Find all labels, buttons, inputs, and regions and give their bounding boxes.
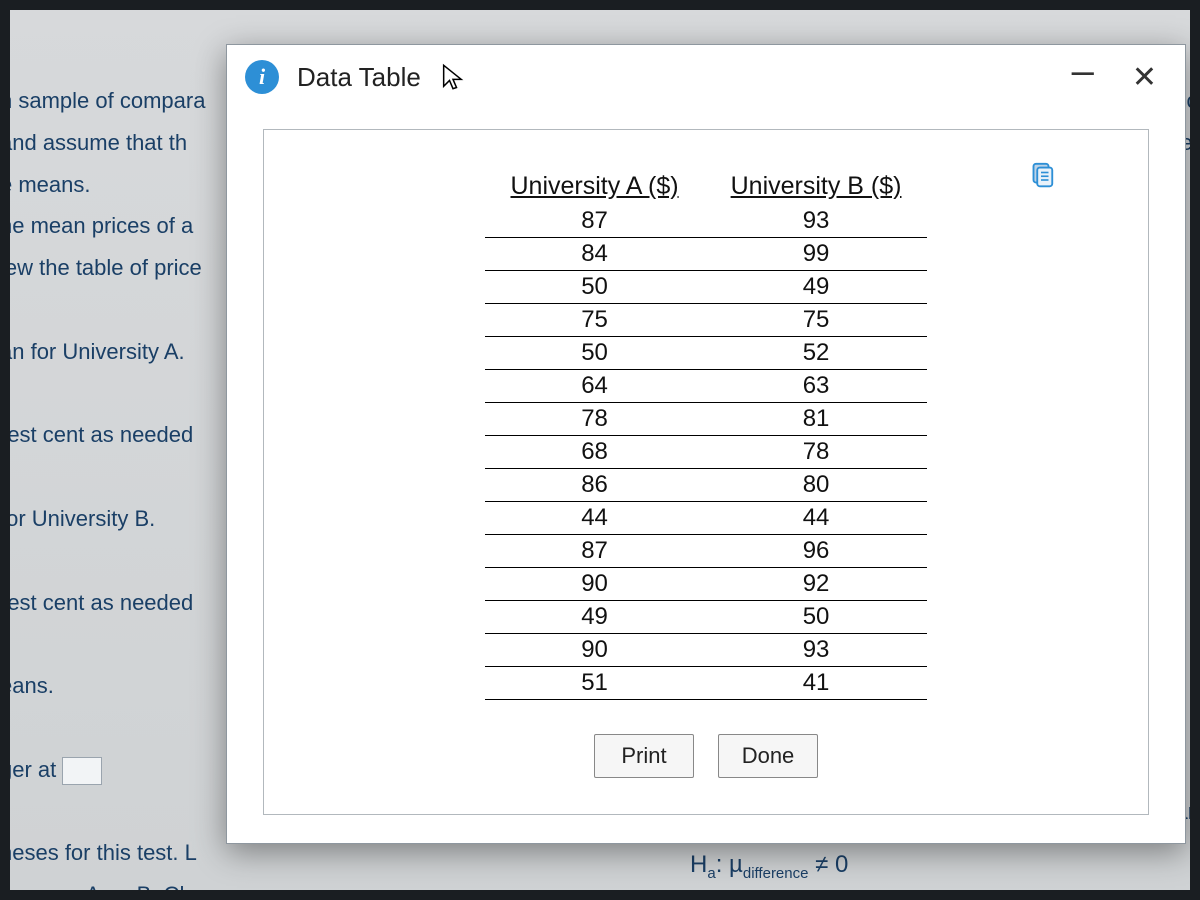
table-row: 4444 xyxy=(485,502,928,535)
table-cell: 52 xyxy=(705,337,928,370)
table-cell: 75 xyxy=(485,304,705,337)
table-cell: 50 xyxy=(485,337,705,370)
table-header: University B ($) xyxy=(705,170,928,205)
table-cell: 96 xyxy=(705,535,928,568)
table-cell: 90 xyxy=(485,634,705,667)
table-cell: 93 xyxy=(705,205,928,238)
table-row: 9093 xyxy=(485,634,928,667)
background-text-fragment: ence = µA − µB. Cho xyxy=(0,874,1180,900)
table-cell: 87 xyxy=(485,535,705,568)
table-row: 8796 xyxy=(485,535,928,568)
table-cell: 93 xyxy=(705,634,928,667)
table-row: 6878 xyxy=(485,436,928,469)
table-row: 5049 xyxy=(485,271,928,304)
dialog-button-row: Print Done xyxy=(264,734,1148,778)
table-cell: 80 xyxy=(705,469,928,502)
data-table-wrap: University A ($)University B ($) 8793849… xyxy=(485,170,928,700)
table-row: 4950 xyxy=(485,601,928,634)
table-row: 8680 xyxy=(485,469,928,502)
dialog-title: Data Table xyxy=(297,62,421,93)
table-row: 7575 xyxy=(485,304,928,337)
table-cell: 86 xyxy=(485,469,705,502)
table-cell: 90 xyxy=(485,568,705,601)
dialog-body: University A ($)University B ($) 8793849… xyxy=(263,129,1149,815)
table-row: 5052 xyxy=(485,337,928,370)
table-cell: 41 xyxy=(705,667,928,700)
table-cell: 50 xyxy=(485,271,705,304)
price-data-table: University A ($)University B ($) 8793849… xyxy=(485,170,928,700)
done-button[interactable]: Done xyxy=(718,734,818,778)
table-row: 8793 xyxy=(485,205,928,238)
table-cell: 49 xyxy=(485,601,705,634)
table-cell: 51 xyxy=(485,667,705,700)
table-cell: 68 xyxy=(485,436,705,469)
table-cell: 63 xyxy=(705,370,928,403)
background-input-fragment xyxy=(62,757,102,785)
dialog-titlebar: i Data Table – ✕ xyxy=(227,45,1185,109)
table-cell: 92 xyxy=(705,568,928,601)
info-icon: i xyxy=(245,60,279,94)
table-row: 7881 xyxy=(485,403,928,436)
table-cell: 50 xyxy=(705,601,928,634)
minimize-button[interactable]: – xyxy=(1062,61,1104,81)
table-cell: 44 xyxy=(485,502,705,535)
print-button[interactable]: Print xyxy=(594,734,694,778)
table-cell: 78 xyxy=(705,436,928,469)
table-cell: 44 xyxy=(705,502,928,535)
table-cell: 84 xyxy=(485,238,705,271)
cursor-icon xyxy=(439,63,467,91)
table-row: 6463 xyxy=(485,370,928,403)
copy-data-icon[interactable] xyxy=(1026,160,1056,190)
table-row: 5141 xyxy=(485,667,928,700)
table-cell: 75 xyxy=(705,304,928,337)
table-header: University A ($) xyxy=(485,170,705,205)
table-cell: 78 xyxy=(485,403,705,436)
table-cell: 87 xyxy=(485,205,705,238)
table-cell: 49 xyxy=(705,271,928,304)
alternative-hypothesis: Ha: µdifference ≠ 0 xyxy=(690,851,848,882)
table-cell: 99 xyxy=(705,238,928,271)
table-row: 9092 xyxy=(485,568,928,601)
data-table-dialog: i Data Table – ✕ University A ($)Univers… xyxy=(226,44,1186,844)
table-cell: 81 xyxy=(705,403,928,436)
table-row: 8499 xyxy=(485,238,928,271)
close-button[interactable]: ✕ xyxy=(1122,60,1167,95)
table-cell: 64 xyxy=(485,370,705,403)
